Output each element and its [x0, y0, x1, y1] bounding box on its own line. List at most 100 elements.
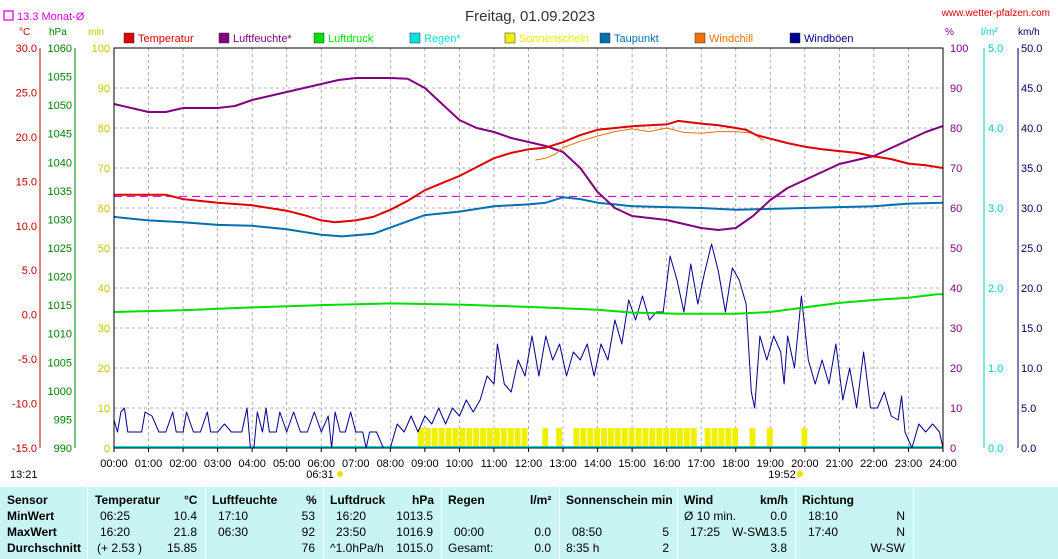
legend-swatch — [409, 32, 421, 44]
stats-header-pressure: Luftdruck — [330, 493, 386, 507]
sunrise-icon — [337, 471, 343, 477]
sunshine-bar — [542, 428, 549, 447]
legend-label: Windchill — [709, 33, 753, 45]
time-tick-label: 07:00 — [342, 458, 370, 470]
rain-tick-label: 5.0 — [988, 43, 1003, 55]
time-tick-label: 24:00 — [929, 458, 957, 470]
rain-tick-label: 2.0 — [988, 283, 1003, 295]
time-tick-label: 11:00 — [481, 458, 508, 470]
moonrise-time: 13:21 — [10, 469, 38, 481]
legend-label: Sonnenschein — [519, 33, 589, 45]
sunshine-bar — [580, 428, 587, 447]
wind-max-time: 17:25 — [690, 525, 721, 539]
wind-tick-label: 10.0 — [1021, 363, 1042, 375]
row-label-avg: Durchschnitt — [7, 541, 82, 555]
sunshine-bar — [445, 428, 452, 447]
rain-tick-label: 4.0 — [988, 123, 1003, 135]
temp-tick-label: 5.0 — [22, 265, 37, 277]
chart-title: Freitag, 01.09.2023 — [465, 8, 595, 25]
pct-tick-label: 80 — [950, 123, 962, 135]
sunshine-bar — [431, 428, 438, 447]
sunshine-bar — [466, 428, 473, 447]
dir-max-value: N — [896, 525, 905, 539]
temp-tick-label: 20.0 — [16, 132, 37, 144]
stats-col-rain: Regen l/m² 00:00 0.0 Gesamt: 0.0 — [442, 487, 560, 559]
rain-max-time: 00:00 — [454, 525, 485, 539]
rain-tick-label: 3.0 — [988, 203, 1003, 215]
sunshine-bar — [487, 428, 493, 447]
pct-tick-label: 40 — [950, 283, 962, 295]
time-tick-label: 03:00 — [204, 458, 232, 470]
temp-tick-label: 10.0 — [16, 221, 37, 233]
site-url: www.wetter-pfalzen.com — [941, 8, 1050, 19]
pct-tick-label: 60 — [950, 203, 962, 215]
sunshine-bar — [587, 428, 594, 447]
sunshine-bar — [556, 428, 563, 447]
hpa-tick-label: 1045 — [48, 129, 72, 141]
stats-header-wind: Wind — [684, 493, 714, 507]
sunshine-bar — [732, 428, 739, 447]
legend-swatch — [504, 32, 516, 44]
time-tick-label: 21:00 — [826, 458, 854, 470]
hum-min-value: 53 — [301, 509, 315, 523]
legend-item: Windchill — [694, 32, 753, 45]
hpa-tick-label: 1005 — [48, 357, 72, 369]
stats-col-pressure: Luftdruck hPa 16:20 1013.5 23:50 1016.9 … — [324, 487, 442, 559]
stats-header-press-unit: hPa — [412, 493, 435, 507]
time-tick-label: 02:00 — [169, 458, 197, 470]
sunshine-bar — [628, 428, 635, 447]
sunshine-bar — [594, 428, 601, 447]
wind-tick-label: 50.0 — [1021, 43, 1042, 55]
stats-header-hum-unit: % — [306, 493, 317, 507]
stats-header-humidity: Luftfeuchte — [212, 493, 278, 507]
time-tick-label: 16:00 — [653, 458, 681, 470]
time-tick-label: 10:00 — [446, 458, 474, 470]
sunset-icon — [797, 471, 803, 477]
grid-lines — [114, 48, 943, 448]
series-luftdruck — [113, 293, 943, 315]
dir-max-time: 17:40 — [808, 525, 839, 539]
sunshine-bar — [749, 428, 756, 447]
sunshine-bar — [725, 428, 732, 447]
wind-min-label: Ø 10 min. — [684, 509, 737, 523]
rain-tick-label: 0.0 — [988, 443, 1003, 455]
hpa-tick-label: 1060 — [48, 43, 72, 55]
time-tick-label: 22:00 — [860, 458, 888, 470]
sunshine-bar — [663, 428, 670, 447]
weather-chart: 30.0 25.0 20.0 15.0 10.0 5.0 0.0 -5.0 -10.0 -15.0… — [3, 8, 1050, 481]
min-tick-label: 50 — [98, 243, 110, 255]
wind-max-value: 13.5 — [763, 525, 787, 539]
time-tick-label: 09:00 — [411, 458, 439, 470]
sunset-time: 19:52 — [768, 469, 796, 481]
legend-swatch — [789, 32, 801, 44]
sunshine-bar — [514, 428, 521, 447]
sunshine-bar — [711, 428, 718, 447]
legend-item: Luftfeuchte* — [218, 32, 292, 45]
time-tick-label: 23:00 — [895, 458, 923, 470]
time-tick-label: 13:00 — [549, 458, 577, 470]
sunshine-bar — [635, 428, 642, 447]
hpa-tick-label: 1055 — [48, 72, 72, 84]
stats-header-sun: Sonnenschein min — [566, 493, 673, 507]
dir-avg-value: W-SW — [870, 541, 905, 555]
sunshine-bar — [424, 428, 431, 447]
rain-max-value: 0.0 — [534, 525, 551, 539]
temp-max-value: 21.8 — [173, 525, 197, 539]
series-taupunkt — [113, 196, 944, 238]
stats-header-rain: Regen — [448, 493, 485, 507]
press-avg-value: 1015.0 — [396, 541, 433, 555]
sunshine-bar — [649, 428, 656, 447]
min-tick-label: 20 — [98, 363, 110, 375]
temp-tick-label: 30.0 — [16, 43, 37, 55]
legend-item: Sonnenschein — [504, 32, 589, 45]
stats-col-temperature: Temperatur °C 06:25 10.4 16:20 21.8 (+ 2… — [88, 487, 206, 559]
stats-header-sensor: Sensor — [7, 493, 48, 507]
sunshine-bar — [801, 428, 808, 447]
wind-tick-label: 20.0 — [1021, 283, 1042, 295]
hpa-tick-label: 1030 — [48, 214, 72, 226]
sunshine-bar — [642, 428, 649, 447]
hpa-tick-label: 995 — [54, 414, 72, 426]
hum-max-time: 06:30 — [218, 525, 249, 539]
series-windchill — [535, 127, 764, 161]
sun-max-value: 5 — [662, 525, 669, 539]
